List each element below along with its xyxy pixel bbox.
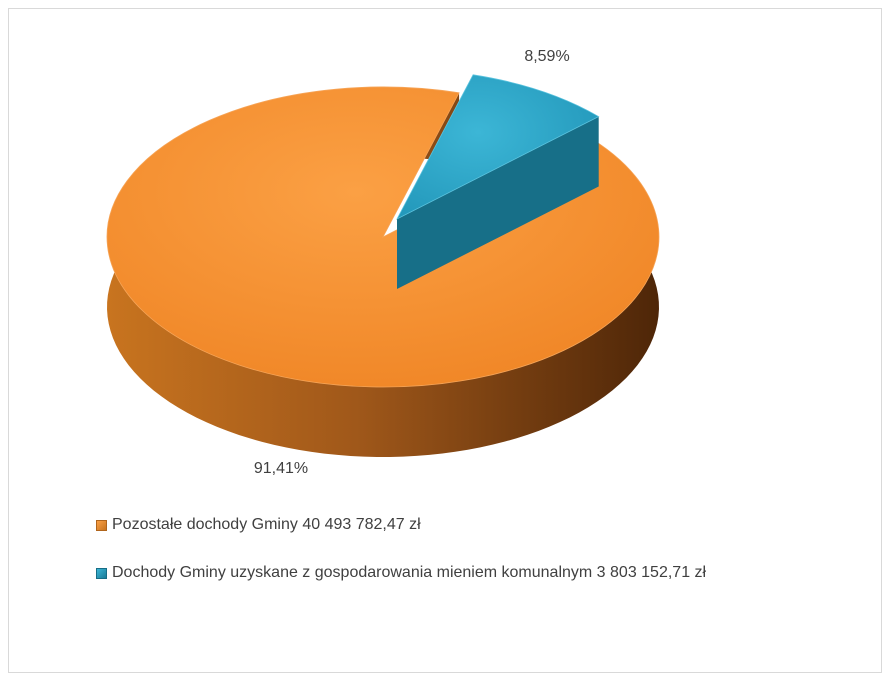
pie-slice-pozostale xyxy=(106,86,660,457)
legend: Pozostałe dochody Gminy 40 493 782,47 zł… xyxy=(96,515,706,611)
slice-top xyxy=(106,86,660,388)
slice-label-pozostale: 91,41% xyxy=(254,460,308,477)
pie-chart: 8,59% 91,41% xyxy=(106,48,660,477)
chart-area: 8,59% 91,41% xyxy=(8,8,882,673)
slice-top xyxy=(396,74,600,220)
legend-label: Dochody Gminy uzyskane z gospodarowania … xyxy=(112,564,707,581)
legend-item-dochody-mienie: Dochody Gminy uzyskane z gospodarowania … xyxy=(96,563,706,583)
legend-item-pozostale: Pozostałe dochody Gminy 40 493 782,47 zł xyxy=(96,515,706,535)
pie-slice-dochody-mienie xyxy=(396,74,600,290)
legend-swatch-blue xyxy=(96,567,107,579)
slice-cut-face xyxy=(397,116,599,290)
legend-label: Pozostałe dochody Gminy 40 493 782,47 zł xyxy=(112,516,421,533)
legend-swatch-orange xyxy=(96,519,107,531)
slice-label-dochody-mienie: 8,59% xyxy=(524,48,569,65)
